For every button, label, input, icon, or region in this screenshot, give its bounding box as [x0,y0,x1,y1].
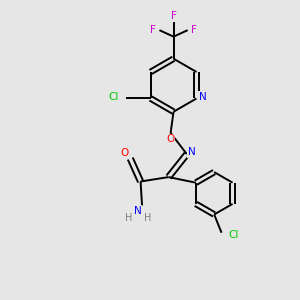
Text: F: F [150,25,156,35]
Text: Cl: Cl [108,92,119,102]
Text: N: N [199,92,207,102]
Text: N: N [188,147,196,157]
Text: O: O [121,148,129,158]
Text: N: N [134,206,142,216]
Text: F: F [171,11,176,21]
Text: F: F [191,25,197,35]
Text: Cl: Cl [229,230,239,240]
Text: H: H [125,213,133,223]
Text: H: H [144,213,151,223]
Text: O: O [166,134,174,144]
